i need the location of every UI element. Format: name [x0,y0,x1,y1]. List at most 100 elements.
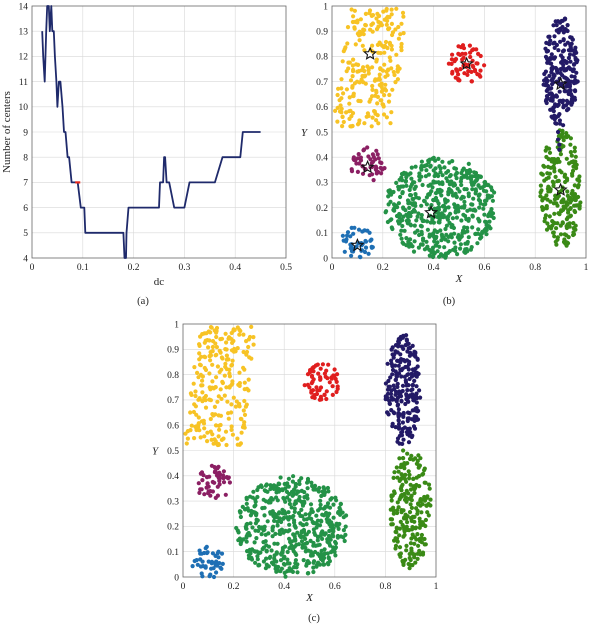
data-point [311,365,316,370]
data-point [413,414,418,420]
data-point [317,523,323,528]
data-point [376,121,381,126]
x-tick-label: 1 [584,263,589,273]
data-point [272,511,277,516]
data-point [333,541,338,546]
data-point [356,62,361,67]
data-point [211,574,217,580]
data-point [339,86,344,91]
data-point [407,411,412,416]
data-point [402,228,407,233]
data-point [253,499,258,504]
data-point [317,485,322,491]
data-point [414,537,419,542]
data-point [339,106,344,111]
data-point [417,525,422,530]
data-point [389,517,395,522]
data-point [482,212,487,217]
data-point [203,355,208,360]
data-point [565,189,570,194]
data-point [405,451,410,456]
data-point [411,180,416,185]
data-point [270,534,275,539]
data-point [360,229,365,234]
data-point [291,474,296,479]
data-point [215,364,220,369]
data-point [399,357,404,362]
data-point [320,536,325,542]
data-point [427,486,432,491]
data-point [440,235,446,240]
data-point [244,506,249,511]
data-point [413,408,418,413]
data-point [305,480,310,485]
data-point [548,189,553,194]
data-point [254,519,259,524]
data-point [370,172,375,177]
data-point [576,194,581,200]
data-point [361,80,366,85]
data-point [401,412,406,417]
data-point [554,93,559,98]
data-point [560,221,565,226]
data-point [382,17,387,22]
x-axis-label: dc [154,276,165,288]
data-point [334,389,339,395]
data-point [191,409,196,415]
y-tick-label: 0.8 [316,53,328,63]
data-point [262,513,267,518]
data-point [393,80,398,85]
data-point [465,208,470,213]
data-point [389,12,394,17]
data-point [322,562,327,567]
data-point [268,554,273,560]
data-point [404,236,409,241]
data-point [309,480,314,485]
data-point [289,505,294,510]
data-point [374,90,379,95]
data-point [569,35,574,40]
data-point [551,23,556,28]
data-point [225,399,230,404]
data-point [338,103,343,108]
data-point [474,178,479,183]
data-point [216,434,221,439]
data-point [404,175,409,180]
data-point [382,93,387,98]
data-point [405,221,410,226]
data-point [406,491,411,496]
data-point [323,504,328,509]
data-point [571,232,576,238]
data-point [546,185,552,190]
data-point [377,40,382,45]
data-point [248,551,253,556]
data-point [428,163,433,168]
data-point [452,182,458,188]
y-tick-label: 0.9 [316,28,328,38]
data-point [390,226,395,232]
data-point [404,243,409,248]
data-point [235,442,240,447]
y-tick-label: 7 [23,179,28,189]
data-point [398,495,403,500]
data-point [443,251,448,256]
data-point [232,327,237,333]
data-point [408,237,413,242]
data-point [206,491,211,496]
data-point [197,490,202,495]
data-point [273,564,278,569]
data-point [563,205,568,210]
data-point [326,562,331,567]
data-point [374,118,379,123]
data-point [238,541,243,547]
data-point [298,521,303,526]
data-point [465,225,470,230]
data-point [420,182,425,188]
data-point [203,546,208,551]
data-point [343,524,348,529]
data-point [555,156,561,162]
data-point [568,142,573,147]
data-point [557,89,562,94]
data-point [316,371,321,376]
data-point [452,59,457,64]
